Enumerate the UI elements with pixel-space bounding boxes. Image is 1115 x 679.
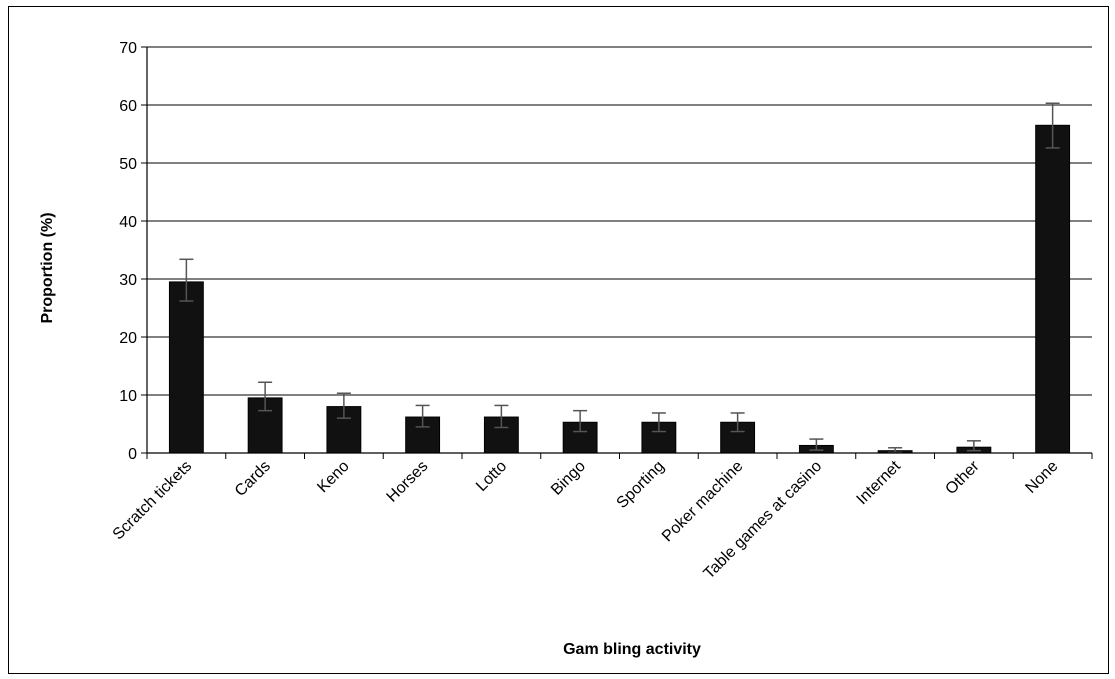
x-tick-label: Scratch tickets	[110, 458, 196, 544]
y-axis-title: Proportion (%)	[39, 212, 56, 323]
x-tick-label: Bingo	[548, 458, 589, 499]
error-bars	[179, 102, 1060, 454]
y-tick-label: 20	[119, 330, 137, 347]
gridlines	[141, 46, 1093, 459]
error-bar	[809, 438, 824, 451]
error-bar	[651, 412, 666, 433]
bars	[168, 124, 1071, 454]
y-tick-label: 60	[119, 98, 137, 115]
x-tick-label: Other	[942, 457, 983, 498]
y-tick-label: 40	[119, 214, 137, 231]
x-tick-label: Poker machine	[659, 458, 747, 546]
x-tick-label: Cards	[232, 458, 274, 500]
y-tick-labels: 0 10 20 30 40 50 60 70	[119, 40, 137, 463]
x-tick-label: Horses	[384, 458, 432, 506]
error-bar	[888, 447, 903, 454]
x-tick-label: Keno	[314, 458, 353, 497]
error-bar	[730, 412, 745, 433]
x-tick-label: Lotto	[473, 458, 510, 495]
x-tick-labels: Scratch tickets Cards Keno Horses Lotto Bingo…	[110, 457, 1062, 582]
error-bar	[415, 404, 430, 428]
bar	[168, 281, 204, 454]
x-tick-label: None	[1022, 458, 1061, 497]
x-tick-label: Internet	[854, 457, 905, 508]
bar	[641, 421, 677, 454]
x-axis-title: Gam bling activity	[563, 641, 701, 658]
error-bar	[258, 381, 273, 412]
error-bar	[1045, 102, 1060, 149]
y-tick-label: 70	[119, 40, 137, 57]
error-bar	[573, 409, 588, 433]
error-bar	[494, 404, 509, 429]
error-bar	[179, 258, 194, 302]
y-tick-label: 30	[119, 272, 137, 289]
x-tick-label: Sporting	[614, 458, 668, 512]
axes	[146, 47, 1092, 454]
bar	[1035, 124, 1071, 454]
y-tick-label: 50	[119, 156, 137, 173]
y-tick-label: 0	[128, 446, 137, 463]
error-bar	[966, 440, 981, 452]
y-tick-label: 10	[119, 388, 137, 405]
error-bar	[336, 392, 351, 419]
